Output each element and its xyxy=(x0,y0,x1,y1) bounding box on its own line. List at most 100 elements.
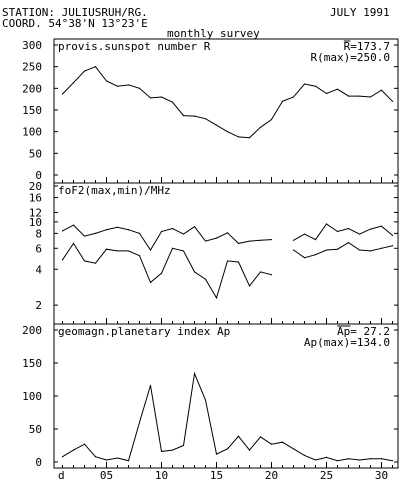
panel1-series-1-point xyxy=(347,95,350,97)
panel1-series-1-point xyxy=(369,96,372,98)
panel3-series-1-point xyxy=(171,449,174,451)
station-label: STATION: JULIUSRUH/RG. xyxy=(2,6,148,19)
panel3-series-1-point xyxy=(127,460,130,462)
panel3-series-1-point xyxy=(259,436,262,438)
panel1-series-1-point xyxy=(391,100,394,102)
panel3-ytick-label: 100 xyxy=(22,390,42,403)
panel1-series-1-point xyxy=(292,96,295,98)
panel2-series-1-point xyxy=(358,233,361,235)
panel3-series-1-point xyxy=(270,443,273,445)
panel2-series-2-point xyxy=(391,245,394,247)
panel1-ytick-label: 150 xyxy=(22,104,42,117)
panel2-series-1-point xyxy=(391,234,394,236)
panel3-series-1-point xyxy=(248,449,251,451)
panel2-series-2-point xyxy=(61,259,64,261)
panel1-ytick-label: 300 xyxy=(22,39,42,52)
panel1-series-1-point xyxy=(94,66,97,68)
panel1-ytick-label: 50 xyxy=(29,147,42,160)
panel3-series-1-point xyxy=(325,456,328,458)
panel2-series-2-point xyxy=(149,281,152,284)
panel1-series-1-point xyxy=(61,93,64,95)
panel2-series-2-point xyxy=(347,241,350,244)
panel3-stat: Ap= 27.2 xyxy=(337,325,390,338)
panel1-series-1-point xyxy=(72,82,75,84)
date-label: JULY 1991 xyxy=(330,6,390,19)
panel3-series-1-point xyxy=(149,384,152,387)
panel3-series-1-line xyxy=(62,371,393,462)
panel2-series-2-point xyxy=(336,248,339,250)
panel1-stat: R=173.7 xyxy=(344,40,390,53)
panel3-ytick-label: 0 xyxy=(35,456,42,469)
panel3-series-1-point xyxy=(83,443,86,445)
panel1-series-1-point xyxy=(281,100,284,102)
coordinates-label: COORD. 54°38'N 13°23'E xyxy=(2,17,148,30)
panel2-ytick-label: 20 xyxy=(29,180,42,193)
panel2-series-1-point xyxy=(182,233,185,235)
panel1-series-1-point xyxy=(204,118,207,120)
panel3-xaxis-label: d xyxy=(58,469,65,480)
panel2-series-2-line xyxy=(62,242,393,300)
panel3-xtick-label: 20 xyxy=(265,469,278,480)
panel3-xtick-label: 05 xyxy=(100,469,113,480)
panel3-series-1-point xyxy=(314,459,317,461)
panel2-series-1-point xyxy=(270,238,273,241)
panel2-series-2-point xyxy=(105,248,108,250)
panel3-series-1-point xyxy=(281,441,284,443)
panel3-xtick-label: 15 xyxy=(210,469,223,480)
panel2-series-1-point xyxy=(83,235,86,237)
panel3-series-1-point xyxy=(380,458,383,460)
panel1-series-1-point xyxy=(215,124,218,126)
panel2-series-1-point xyxy=(138,232,141,235)
panel2-series-1-point xyxy=(380,225,383,227)
panel1-title: provis.sunspot number R xyxy=(58,40,211,53)
panel2-title: foF2(max,min)/MHz xyxy=(58,184,171,197)
panel2-series-2-point xyxy=(292,249,295,251)
panel2-frame xyxy=(53,182,399,325)
panel1-series-1-point xyxy=(358,95,361,97)
panel1-series-1-point xyxy=(127,84,130,86)
panel3-series-1-point xyxy=(391,460,394,462)
panel2-series-1-point xyxy=(325,223,328,225)
panel3-series-1-point xyxy=(193,372,196,375)
panel1-ytick-label: 200 xyxy=(22,82,42,95)
panel1-series-1-point xyxy=(149,97,152,99)
panel1-series-1-point xyxy=(182,115,185,117)
panel2-ytick-label: 16 xyxy=(29,192,42,205)
panel2-series-1-point xyxy=(215,237,218,239)
panel2-series-2-point xyxy=(215,297,218,299)
panel2-series-1-point xyxy=(336,230,339,233)
panel3-ytick-label: 150 xyxy=(22,357,42,370)
panel2-series-1-point xyxy=(116,226,119,228)
panel2-series-1-point xyxy=(314,238,317,241)
panel2-series-2-point xyxy=(369,250,372,252)
panel2-series-1-point xyxy=(127,229,130,231)
panel2-series-2-point xyxy=(116,250,119,252)
panel2-series-2-point xyxy=(171,247,174,249)
panel3-ytick-label: 50 xyxy=(29,423,42,436)
panel2-series-2-point xyxy=(259,271,262,273)
panel2-series-1-point xyxy=(204,240,207,242)
panel2-ytick-label: 6 xyxy=(35,242,42,255)
panel2-series-2-point xyxy=(303,257,306,259)
panel3-title: geomagn.planetary index Ap xyxy=(58,325,230,338)
panel1-ytick-label: 250 xyxy=(22,61,42,74)
panel1-series-1-point xyxy=(105,80,108,82)
panel2-series-1-point xyxy=(105,229,108,231)
panel2-series-1-point xyxy=(369,228,372,230)
panel3-series-1-point xyxy=(369,458,372,460)
panel2-series-1-point xyxy=(347,227,350,230)
panel2-series-2-point xyxy=(314,254,317,256)
panel1-series-1-point xyxy=(138,87,141,89)
panel2-series-1-point xyxy=(303,233,306,235)
panel2-series-2-point xyxy=(237,261,240,263)
panel3-series-1-point xyxy=(182,444,185,447)
panel2-series-1-point xyxy=(149,249,152,251)
panel3-series-1-point xyxy=(61,456,64,458)
panel2-series-2-point xyxy=(83,260,86,262)
survey-label: monthly survey xyxy=(167,27,260,40)
panel3-xtick-label: 25 xyxy=(320,469,333,480)
panel1-series-1-point xyxy=(336,88,339,90)
panel2-series-1-point xyxy=(292,239,295,241)
panel1-series-1-point xyxy=(325,92,328,95)
